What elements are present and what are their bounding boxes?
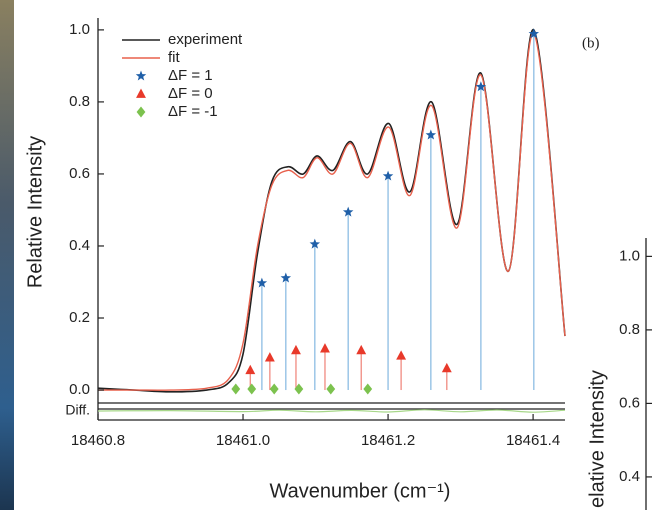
- panel-background: [14, 0, 586, 510]
- marker: [245, 364, 256, 375]
- marker: [247, 383, 257, 395]
- diff-label: Diff.: [65, 402, 90, 418]
- right-chart: 0.4 0.6 0.8 1.0 elative Intensity: [586, 238, 652, 510]
- legend-label: ΔF = 1: [168, 67, 213, 84]
- y-tick-label: 0.8: [69, 93, 90, 110]
- legend-swatch: [136, 106, 146, 118]
- marker: [356, 344, 367, 355]
- line-series: [98, 32, 566, 391]
- y-axis-label: elative Intensity: [586, 370, 608, 508]
- marker: [475, 81, 487, 92]
- x-tick-label: 18461.0: [216, 432, 270, 449]
- photo-strip: [0, 0, 14, 510]
- marker: [320, 343, 330, 353]
- marker: [363, 383, 373, 395]
- marker: [280, 272, 292, 283]
- panel-background: [586, 0, 653, 228]
- y-tick-label: 0.6: [619, 394, 640, 411]
- legend-swatch: [135, 70, 147, 81]
- marker: [256, 277, 268, 288]
- x-tick-label: 18461.2: [361, 432, 415, 449]
- y-tick-label: 0.0: [69, 381, 90, 398]
- y-tick-label: 0.2: [69, 309, 90, 326]
- x-tick-label: 18460.8: [71, 432, 125, 449]
- y-axis-label: Relative Intensity: [24, 136, 46, 288]
- marker: [441, 362, 452, 373]
- marker: [382, 170, 394, 181]
- legend-label: ΔF = -1: [168, 103, 218, 120]
- y-tick-label: 0.4: [69, 237, 90, 254]
- marker: [269, 383, 279, 395]
- marker: [425, 129, 437, 140]
- legend-label: ΔF = 0: [168, 85, 213, 102]
- legend-label: fit: [168, 49, 181, 66]
- legend-swatch: [136, 88, 146, 98]
- marker: [528, 28, 540, 39]
- y-tick-label: 0.4: [619, 468, 640, 485]
- y-tick-label: 1.0: [69, 21, 90, 38]
- marker: [342, 206, 354, 217]
- diff-line: [97, 409, 566, 413]
- marker: [291, 344, 301, 355]
- marker: [309, 238, 321, 249]
- y-tick-label: 1.0: [619, 247, 640, 264]
- marker: [396, 350, 407, 360]
- x-tick-label: 18461.4: [506, 432, 560, 449]
- marker: [294, 383, 304, 395]
- marker: [264, 352, 275, 362]
- y-tick-label: 0.6: [69, 165, 90, 182]
- annotation: (b): [582, 35, 600, 51]
- y-tick-label: 0.8: [619, 321, 640, 338]
- x-axis-label: Wavenumber (cm⁻¹): [270, 480, 451, 502]
- marker: [231, 383, 241, 395]
- legend-label: experiment: [168, 31, 243, 48]
- marker: [326, 383, 336, 395]
